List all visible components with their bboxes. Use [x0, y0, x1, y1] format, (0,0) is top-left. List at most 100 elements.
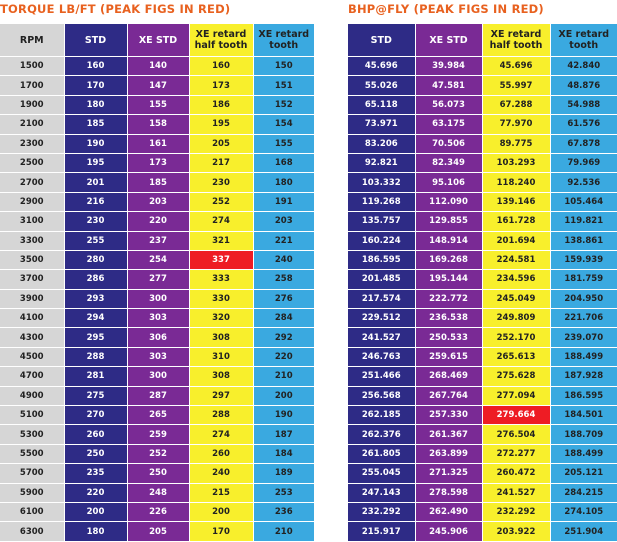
xe-retard-half-tooth-cell: 337	[189, 250, 254, 271]
table-row: 135.757 129.855 161.728 119.821	[348, 211, 617, 232]
std-cell: 215.917	[348, 521, 416, 542]
xe-retard-half-tooth-cell: 232.292	[482, 502, 551, 523]
std-cell: 135.757	[348, 211, 416, 232]
std-cell: 170	[64, 75, 128, 96]
std-cell: 260	[64, 424, 128, 445]
table-row: 2100 185 158 195 154	[0, 114, 314, 135]
xe-retard-half-tooth-cell: 249.809	[482, 308, 551, 329]
xe-retard-tooth-cell: 221.706	[550, 308, 617, 329]
rpm-cell: 2300	[0, 134, 65, 154]
xe-retard-tooth-cell: 205.121	[550, 463, 617, 484]
table-row: 1900 180 155 186 152	[0, 95, 314, 116]
bhp-panel: BHP@FLY (PEAK FIGS IN RED) STD XE STD XE…	[348, 0, 617, 542]
xe-retard-tooth-cell: 188.499	[550, 347, 617, 368]
xe-std-cell: 265	[127, 405, 190, 426]
std-cell: 45.696	[348, 56, 416, 77]
rpm-cell: 1900	[0, 95, 65, 116]
xe-std-cell: 257.330	[415, 405, 483, 426]
std-cell: 256.568	[348, 386, 416, 407]
torque-table: RPM STD XE STD XE retard half tooth XE r…	[0, 24, 314, 542]
xe-retard-tooth-cell: 276	[253, 289, 314, 310]
std-cell: 262.185	[348, 405, 416, 426]
torque-panel: TORQUE LB/FT (PEAK FIGS IN RED) RPM STD …	[0, 2, 314, 542]
std-cell: 262.376	[348, 424, 416, 445]
xe-retard-tooth-cell: 105.464	[550, 192, 617, 213]
xe-retard-half-tooth-cell: 203.922	[482, 521, 551, 542]
table-row: 247.143 278.598 241.527 284.215	[348, 483, 617, 503]
xe-retard-half-tooth-cell: 77.970	[482, 114, 551, 135]
rpm-cell: 5300	[0, 424, 65, 445]
xe-retard-half-tooth-cell: 160	[189, 56, 254, 77]
std-cell: 281	[64, 366, 128, 387]
table-row: 251.466 268.469 275.628 187.928	[348, 366, 617, 387]
std-cell: 251.466	[348, 366, 416, 387]
table-row: 5300 260 259 274 187	[0, 424, 314, 445]
table-row: 186.595 169.268 224.581 159.939	[348, 250, 617, 271]
xe-retard-half-tooth-cell: 234.596	[482, 269, 551, 290]
std-cell: 288	[64, 347, 128, 368]
xe-retard-half-tooth-cell: 118.240	[482, 172, 551, 193]
std-cell: 200	[64, 502, 128, 523]
xe-retard-tooth-cell: 150	[253, 56, 314, 77]
xe-retard-half-tooth-cell: 252	[189, 192, 254, 213]
xe-retard-half-tooth-cell: 297	[189, 386, 254, 407]
xe-retard-tooth-cell: 168	[253, 153, 314, 174]
std-cell: 103.332	[348, 172, 416, 193]
table-row: 6300 180 205 170 210	[0, 521, 314, 542]
header-std: STD	[64, 24, 128, 57]
torque-header-row: RPM STD XE STD XE retard half tooth XE r…	[0, 24, 314, 57]
header-xe-retard-tooth: XE retard tooth	[550, 24, 617, 57]
table-row: 5100 270 265 288 190	[0, 405, 314, 426]
xe-retard-tooth-cell: 204.950	[550, 289, 617, 310]
std-cell: 294	[64, 308, 128, 329]
xe-retard-tooth-cell: 184	[253, 444, 314, 465]
xe-std-cell: 220	[127, 211, 190, 232]
xe-retard-tooth-cell: 284.215	[550, 483, 617, 503]
std-cell: 83.206	[348, 134, 416, 154]
xe-retard-half-tooth-cell: 224.581	[482, 250, 551, 271]
table-row: 261.805 263.899 272.277 188.499	[348, 444, 617, 465]
xe-retard-tooth-cell: 190	[253, 405, 314, 426]
std-cell: 180	[64, 521, 128, 542]
std-cell: 55.026	[348, 75, 416, 96]
xe-std-cell: 63.175	[415, 114, 483, 135]
table-row: 229.512 236.538 249.809 221.706	[348, 308, 617, 329]
header-xe-retard-half-tooth: XE retard half tooth	[189, 24, 254, 57]
table-row: 4300 295 306 308 292	[0, 327, 314, 348]
xe-retard-half-tooth-cell: 103.293	[482, 153, 551, 174]
xe-retard-half-tooth-cell: 205	[189, 134, 254, 154]
table-row: 5500 250 252 260 184	[0, 444, 314, 465]
xe-std-cell: 259	[127, 424, 190, 445]
xe-std-cell: 278.598	[415, 483, 483, 503]
xe-retard-half-tooth-cell: 67.288	[482, 95, 551, 116]
rpm-cell: 5500	[0, 444, 65, 465]
xe-retard-half-tooth-cell: 201.694	[482, 231, 551, 251]
rpm-cell: 4500	[0, 347, 65, 368]
xe-std-cell: 245.906	[415, 521, 483, 542]
xe-std-cell: 300	[127, 289, 190, 310]
xe-retard-tooth-cell: 155	[253, 134, 314, 154]
rpm-cell: 4900	[0, 386, 65, 407]
header-xe-retard-tooth: XE retard tooth	[253, 24, 314, 57]
table-row: 73.971 63.175 77.970 61.576	[348, 114, 617, 135]
xe-std-cell: 205	[127, 521, 190, 542]
table-row: 3100 230 220 274 203	[0, 211, 314, 232]
xe-retard-tooth-cell: 67.878	[550, 134, 617, 154]
xe-retard-tooth-cell: 210	[253, 521, 314, 542]
table-row: 103.332 95.106 118.240 92.536	[348, 172, 617, 193]
std-cell: 119.268	[348, 192, 416, 213]
xe-retard-tooth-cell: 203	[253, 211, 314, 232]
rpm-cell: 2500	[0, 153, 65, 174]
xe-retard-tooth-cell: 220	[253, 347, 314, 368]
xe-retard-tooth-cell: 79.969	[550, 153, 617, 174]
xe-std-cell: 250.533	[415, 327, 483, 348]
std-cell: 241.527	[348, 327, 416, 348]
table-row: 4500 288 303 310 220	[0, 347, 314, 368]
xe-std-cell: 155	[127, 95, 190, 116]
xe-std-cell: 226	[127, 502, 190, 523]
table-row: 217.574 222.772 245.049 204.950	[348, 289, 617, 310]
xe-std-cell: 267.764	[415, 386, 483, 407]
std-cell: 201	[64, 172, 128, 193]
std-cell: 195	[64, 153, 128, 174]
xe-std-cell: 39.984	[415, 56, 483, 77]
